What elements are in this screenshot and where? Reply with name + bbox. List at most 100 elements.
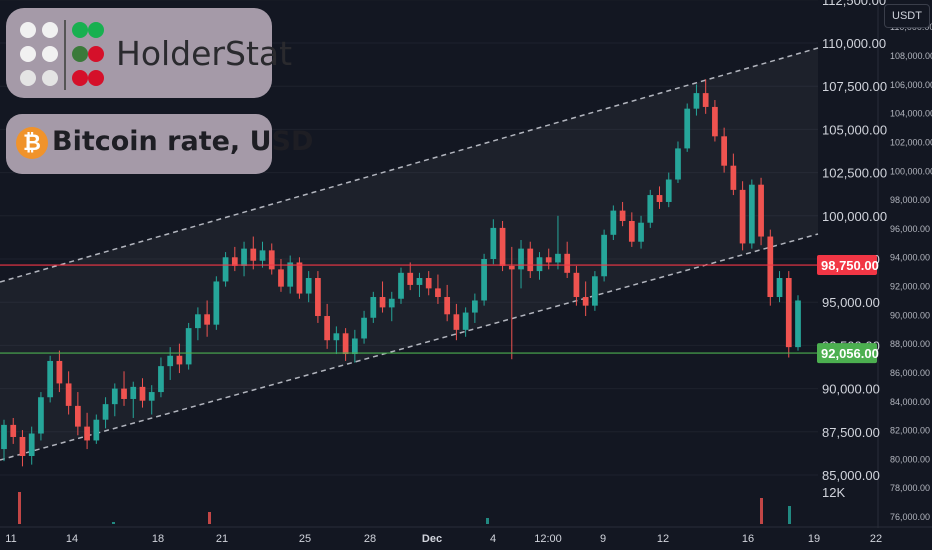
candle-body [388,298,395,308]
volume-bar [112,522,115,524]
channel-fill [0,48,818,460]
candle-body [370,297,377,318]
candle-body [195,314,201,329]
candle-body [527,248,534,272]
candle-body [795,300,801,348]
logo-dot [20,46,36,62]
candle-body [250,248,257,261]
secondary-tick-label: 88,000.00 [890,339,930,349]
price-tick-label: 107,500.00 [822,79,887,94]
candle-body [10,424,17,437]
logo-dot [42,22,58,38]
chart-title: Bitcoin rate, USD [52,126,314,157]
logo-dot-red [88,70,104,86]
candle-body [259,250,266,261]
candle-body [573,272,580,298]
candle-body [139,386,146,401]
candle-body [342,333,349,355]
candle-body [748,184,755,244]
candle-body [767,236,774,298]
candle-body [582,297,589,306]
candle-body [555,253,561,263]
secondary-tick-label: 94,000.00 [890,253,930,263]
candle-body [74,405,81,427]
candle-body [508,265,515,270]
price-label: 98,750.00 [821,258,879,273]
time-tick-label: 14 [66,533,78,545]
candle-body [462,312,469,330]
price-axis[interactable]: 85,000.0087,500.0090,000.0092,500.0095,0… [822,0,887,483]
candle-body [351,338,358,355]
candle-body [204,314,210,325]
candle-body [222,257,229,282]
price-tick-label: 87,500.00 [822,425,880,440]
candle-body [435,288,441,298]
price-tick-label: 90,000.00 [822,382,880,397]
time-tick-label: 21 [216,533,228,545]
secondary-tick-label: 80,000.00 [890,454,930,464]
candle-body [730,165,737,190]
candle-body [102,404,109,420]
channel-upper-line [0,47,819,283]
candle-body [93,419,100,441]
brand-name: HolderStat [116,34,293,73]
time-tick-label: 28 [364,533,376,545]
candle-body [675,148,681,180]
volume-bar [18,492,21,524]
volume-bars [18,492,791,524]
candle-body [111,388,118,405]
logo-dot [42,70,58,86]
secondary-tick-label: 96,000.00 [890,224,930,234]
logo-dot [20,22,36,38]
candle-body [361,317,367,339]
price-tick-label: 110,000.00 [822,36,886,51]
secondary-axis-bg [878,0,932,528]
price-label: 92,056.00 [821,346,879,361]
time-tick-label: 12 [657,533,669,545]
secondary-tick-label: 100,000.00 [890,166,932,176]
candle-body [231,257,238,266]
candle-body [241,248,247,266]
candle-body [776,278,783,298]
time-tick-label: 9 [600,533,606,545]
channel [0,47,819,461]
secondary-price-axis[interactable]: 76,000.00 78,000.00 80,000.00 82,000.00 84,0… [890,22,932,522]
candle-body [38,397,44,434]
price-label-bg [817,255,877,276]
candle-body [564,253,571,273]
time-tick-label: Dec [422,533,442,545]
time-tick-label: 12:00 [534,533,562,545]
candle-body [592,276,598,306]
candle-body [185,328,192,365]
time-axis[interactable]: 11 14 18 21 25 28 Dec 4 12:00 9 12 16 19 22 [0,526,932,545]
secondary-tick-label: 92,000.00 [890,282,930,292]
candle-body [213,281,220,325]
candle-body [28,433,35,456]
price-tick-label: 85,000.00 [822,468,880,483]
candle-body [490,227,497,259]
logo-dot-darkgreen [72,46,88,62]
candle-body [416,278,423,285]
price-tick-label: 112,500.00 [822,0,886,8]
logo-dot [42,46,58,62]
candle-body [158,366,164,393]
candle-body [130,386,137,399]
candle-body [398,272,404,299]
candle-body [619,210,626,221]
currency-button[interactable]: USDT [884,4,930,28]
time-tick-label: 18 [152,533,164,545]
candle-body [758,184,764,237]
secondary-tick-label: 102,000.00 [890,137,932,147]
candle-body [545,257,552,263]
volume-bar [760,498,763,524]
candle-body [333,333,340,341]
volume-bar [486,518,489,524]
brand-logo-panel: HolderStat [6,8,292,98]
secondary-tick-label: 90,000.00 [890,310,930,320]
candle-body [19,436,26,456]
logo-divider [64,20,66,90]
candle-body [407,272,414,285]
candle-body [628,220,635,242]
logo-dot-red [72,70,88,86]
